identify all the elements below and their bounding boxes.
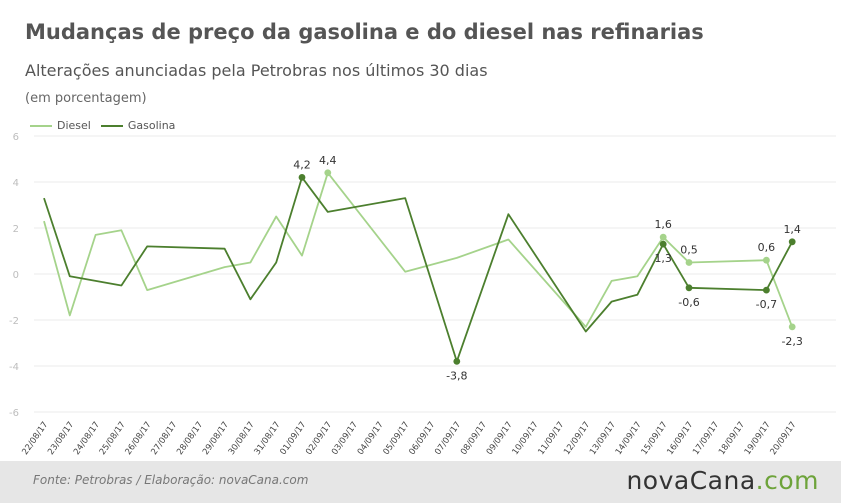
y-tick-label: 2 bbox=[13, 224, 19, 235]
data-label: 1,4 bbox=[783, 223, 801, 236]
y-tick-label: -6 bbox=[9, 408, 19, 419]
y-tick-label: -4 bbox=[9, 362, 19, 373]
data-label: -3,8 bbox=[446, 369, 467, 382]
brand-logo-part-1: nova bbox=[626, 466, 690, 495]
data-label: 4,2 bbox=[293, 158, 311, 171]
y-tick-label: -2 bbox=[9, 316, 19, 327]
y-tick-label: 0 bbox=[13, 270, 19, 281]
data-label: -0,7 bbox=[756, 298, 777, 311]
data-point-gasolina bbox=[659, 240, 667, 248]
y-tick-label: 4 bbox=[13, 178, 19, 189]
data-point-diesel bbox=[685, 259, 693, 266]
legend-item-gasolina: Gasolina bbox=[100, 119, 176, 132]
data-label: -0,6 bbox=[678, 296, 699, 309]
legend-label-gasolina: Gasolina bbox=[127, 119, 176, 132]
data-label: 1,3 bbox=[654, 252, 672, 265]
data-label: 1,6 bbox=[654, 218, 672, 231]
data-point-diesel bbox=[659, 233, 667, 241]
data-label: 0,6 bbox=[758, 241, 776, 254]
series-line-gasolina bbox=[43, 176, 793, 363]
data-point-diesel bbox=[324, 169, 332, 177]
brand-logo-part-2: Cana bbox=[689, 466, 756, 495]
data-point-gasolina bbox=[453, 358, 461, 365]
unit-label: (em porcentagem) bbox=[25, 91, 147, 106]
chart-legend: Diesel Gasolina bbox=[30, 119, 185, 132]
chart-subtitle: Alterações anunciadas pela Petrobras nos… bbox=[25, 61, 488, 80]
data-label: -2,3 bbox=[781, 335, 802, 348]
y-tick-label: 6 bbox=[13, 132, 19, 143]
data-label: 0,5 bbox=[680, 244, 698, 257]
data-point-gasolina bbox=[298, 174, 306, 181]
data-point-gasolina bbox=[685, 284, 693, 292]
data-point-gasolina bbox=[788, 238, 796, 246]
chart-title: Mudanças de preço da gasolina e do diese… bbox=[25, 20, 704, 44]
legend-label-diesel: Diesel bbox=[57, 119, 91, 132]
legend-swatch-gasolina bbox=[100, 124, 123, 127]
source-note: Fonte: Petrobras / Elaboração: novaCana.… bbox=[33, 473, 309, 487]
legend-swatch-diesel bbox=[30, 124, 52, 127]
data-point-diesel bbox=[763, 256, 770, 264]
legend-item-diesel: Diesel bbox=[30, 119, 91, 132]
brand-logo: novaCana.com bbox=[626, 466, 819, 495]
footer-bar: Fonte: Petrobras / Elaboração: novaCana.… bbox=[0, 461, 841, 503]
x-tick-label: 20/09/17 bbox=[769, 420, 799, 457]
data-point-diesel bbox=[788, 323, 796, 331]
data-label: 4,4 bbox=[319, 154, 337, 167]
brand-logo-part-3: .com bbox=[755, 466, 819, 495]
data-point-gasolina bbox=[763, 286, 770, 294]
series-line-diesel bbox=[43, 171, 794, 328]
line-chart: 6420-2-4-622/08/1723/08/1724/08/1725/08/… bbox=[9, 132, 836, 457]
